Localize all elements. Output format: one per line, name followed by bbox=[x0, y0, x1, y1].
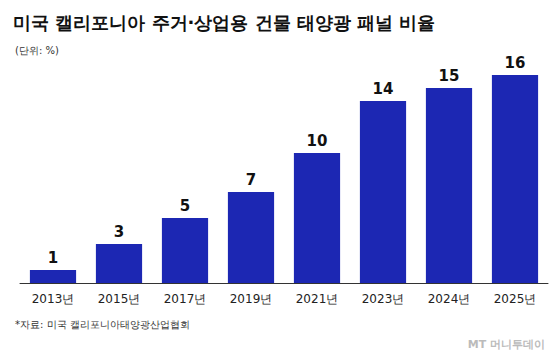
svg-text:2023년: 2023년 bbox=[362, 292, 405, 306]
svg-text:(단위: %): (단위: %) bbox=[15, 45, 59, 56]
svg-text:2015년: 2015년 bbox=[98, 292, 141, 306]
svg-text:3: 3 bbox=[114, 223, 124, 241]
svg-text:2025년: 2025년 bbox=[494, 292, 537, 306]
svg-text:10: 10 bbox=[307, 132, 328, 150]
svg-text:5: 5 bbox=[180, 197, 190, 215]
svg-text:15: 15 bbox=[439, 67, 460, 85]
svg-text:미국 캘리포니아 주거·상업용 건물 태양광 패널 비율: 미국 캘리포니아 주거·상업용 건물 태양광 패널 비율 bbox=[13, 12, 435, 33]
svg-text:2021년: 2021년 bbox=[296, 292, 339, 306]
svg-text:2013년: 2013년 bbox=[32, 292, 75, 306]
svg-text:7: 7 bbox=[246, 171, 256, 189]
svg-text:1: 1 bbox=[48, 249, 58, 267]
svg-text:2019년: 2019년 bbox=[230, 292, 273, 306]
svg-text:*자료: 미국 캘리포니아태양광산업협회: *자료: 미국 캘리포니아태양광산업협회 bbox=[15, 319, 190, 330]
svg-text:2017년: 2017년 bbox=[164, 292, 207, 306]
svg-text:16: 16 bbox=[505, 54, 526, 72]
svg-text:14: 14 bbox=[373, 80, 394, 98]
svg-text:MT 머니투데이: MT 머니투데이 bbox=[468, 338, 545, 351]
svg-text:2024년: 2024년 bbox=[428, 292, 471, 306]
